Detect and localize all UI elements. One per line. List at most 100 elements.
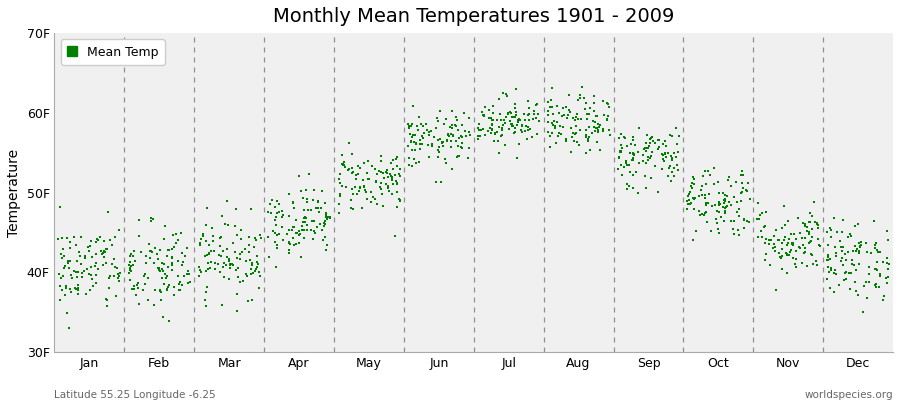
Point [724, 182, 738, 189]
Point [102, 274, 116, 281]
Point [728, 179, 742, 185]
Point [845, 261, 859, 267]
Point [414, 120, 428, 127]
Point [639, 148, 653, 154]
Point [472, 121, 486, 127]
Point [517, 111, 531, 117]
Point [144, 215, 158, 222]
Point [856, 309, 870, 316]
Point [165, 260, 179, 266]
Point [173, 287, 187, 294]
Point [127, 248, 141, 254]
Point [139, 260, 153, 266]
Point [78, 291, 93, 297]
Point [381, 185, 395, 192]
Point [212, 261, 226, 268]
Point [331, 210, 346, 216]
Point [432, 144, 446, 150]
Point [150, 251, 165, 258]
Point [310, 205, 325, 211]
Point [788, 264, 803, 270]
Point [526, 108, 541, 114]
Point [270, 232, 284, 239]
Point [504, 110, 518, 116]
Point [194, 236, 208, 242]
Point [795, 260, 809, 266]
Point [635, 158, 650, 164]
Point [707, 202, 722, 208]
Point [525, 133, 539, 140]
Point [230, 255, 244, 261]
Point [495, 126, 509, 133]
Point [508, 101, 522, 107]
Point [235, 248, 249, 255]
Point [441, 131, 455, 137]
Point [320, 215, 334, 222]
Point [150, 256, 165, 262]
Point [529, 115, 544, 121]
Point [548, 125, 562, 131]
Point [448, 122, 463, 128]
Point [382, 187, 396, 194]
Point [383, 172, 398, 179]
Point [171, 272, 185, 279]
Point [810, 220, 824, 227]
Point [172, 281, 186, 287]
Point [158, 222, 172, 229]
Point [63, 286, 77, 292]
Point [797, 223, 812, 229]
Point [712, 199, 726, 206]
Point [775, 246, 789, 252]
Point [405, 134, 419, 140]
Point [601, 113, 616, 120]
Point [82, 248, 96, 254]
Point [732, 232, 746, 238]
Point [834, 248, 849, 254]
Point [531, 110, 545, 117]
Point [374, 153, 389, 159]
Point [498, 142, 512, 148]
Point [202, 265, 217, 271]
Point [703, 172, 717, 178]
Point [541, 108, 555, 114]
Point [195, 231, 210, 238]
Point [356, 177, 370, 183]
Point [701, 190, 716, 197]
Point [84, 263, 98, 270]
Point [408, 146, 422, 153]
Point [55, 254, 69, 261]
Point [656, 156, 670, 162]
Point [515, 122, 529, 129]
Point [622, 161, 636, 168]
Point [618, 134, 633, 141]
Point [220, 254, 234, 260]
Point [573, 116, 588, 122]
Point [487, 130, 501, 137]
Point [778, 250, 793, 256]
Point [262, 254, 276, 260]
Point [101, 208, 115, 215]
Point [147, 302, 161, 308]
Point [98, 248, 112, 255]
Point [800, 262, 814, 269]
Point [838, 269, 852, 276]
Point [425, 141, 439, 148]
Point [390, 154, 404, 160]
Point [285, 200, 300, 206]
Point [717, 197, 732, 203]
Point [685, 180, 699, 186]
Point [70, 286, 85, 293]
Point [76, 274, 90, 280]
Point [820, 256, 834, 263]
Point [243, 257, 257, 263]
Point [596, 128, 610, 134]
Point [556, 105, 571, 111]
Point [230, 274, 245, 280]
Point [89, 260, 104, 267]
Point [859, 240, 873, 246]
Point [587, 100, 601, 106]
Point [789, 248, 804, 255]
Point [207, 248, 221, 254]
Point [407, 139, 421, 145]
Point [724, 218, 738, 224]
